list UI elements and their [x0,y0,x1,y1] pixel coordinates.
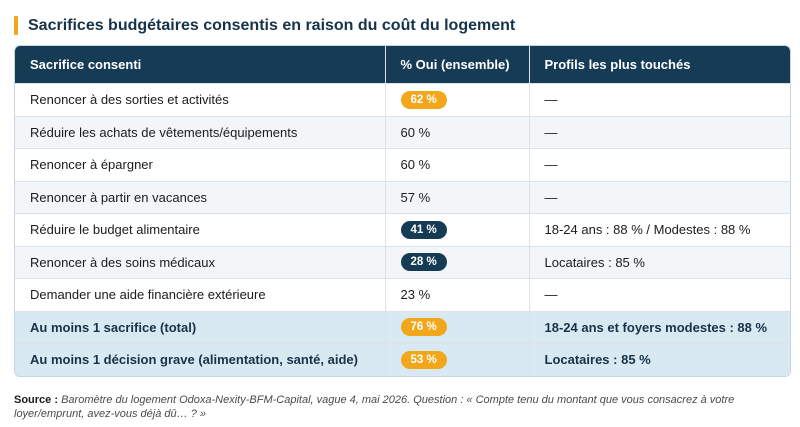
table-row: Renoncer à des soins médicaux 28 % Locatai… [15,245,790,279]
cell-percent: 57 % [384,180,529,214]
table-row: Renoncer à épargner 60 % — [15,148,790,181]
cell-profile: — [528,180,790,214]
column-header-percent: % Oui (ensemble) [384,46,529,84]
cell-profile: Locataires : 85 % [528,245,790,279]
title-accent-bar [14,16,18,35]
cell-percent: 76 % [384,310,529,344]
percent-badge: 53 % [400,350,447,369]
cell-percent: 41 % [384,213,529,246]
sacrifices-table-container: Sacrifice consenti % Oui (ensemble) Prof… [14,45,791,377]
percent-badge: 62 % [400,90,447,109]
title-block: Sacrifices budgétaires consentis en rais… [14,16,515,35]
page-title: Sacrifices budgétaires consentis en rais… [28,16,516,34]
cell-percent: 62 % [384,83,529,116]
cell-profile: — [528,278,790,311]
cell-sacrifice: Renoncer à épargner [15,148,385,181]
cell-sacrifice: Au moins 1 sacrifice (total) [15,310,385,344]
cell-sacrifice: Demander une aide financière extérieure [15,278,385,311]
source-label: Source : [14,394,59,406]
table-total-row: Au moins 1 sacrifice (total) 76 % 18-24 an… [15,310,790,344]
sacrifices-table: Sacrifice consenti % Oui (ensemble) Prof… [15,46,790,376]
cell-percent: 23 % [384,278,529,311]
cell-sacrifice: Réduire le budget alimentaire [15,213,385,246]
cell-percent: 60 % [384,148,529,181]
percent-badge: 28 % [400,253,447,272]
cell-profile: Locataires : 85 % [528,343,790,376]
cell-percent: 28 % [384,245,529,279]
cell-sacrifice: Renoncer à des sorties et activités [15,83,385,116]
table-total-row: Au moins 1 décision grave (alimentation,… [15,343,790,376]
cell-percent: 53 % [384,343,529,376]
cell-profile: — [528,83,790,116]
table-body: Renoncer à des sorties et activités 62 % —… [15,83,790,376]
table-row: Réduire les achats de vêtements/équipeme… [15,115,790,149]
source-text: Baromètre du logement Odoxa-Nexity-BFM-C… [14,394,735,420]
cell-percent: 60 % [384,115,529,149]
percent-badge: 76 % [400,318,447,337]
percent-badge: 41 % [400,220,447,239]
column-header-sacrifice: Sacrifice consenti [15,46,385,84]
column-header-profiles: Profils les plus touchés [528,46,790,84]
table-row: Demander une aide financière extérieure 2… [15,278,790,311]
cell-sacrifice: Réduire les achats de vêtements/équipeme… [15,115,385,149]
cell-profile: — [528,148,790,181]
table-row: Renoncer à des sorties et activités 62 % — [15,83,790,116]
cell-profile: 18-24 ans : 88 % / Modestes : 88 % [528,213,790,246]
table-row: Renoncer à partir en vacances 57 % — [15,180,790,214]
table-header-row: Sacrifice consenti % Oui (ensemble) Prof… [15,46,790,84]
table-row: Réduire le budget alimentaire 41 % 18-24 a… [15,213,790,246]
cell-sacrifice: Renoncer à partir en vacances [15,180,385,214]
cell-sacrifice: Au moins 1 décision grave (alimentation,… [15,343,385,376]
source-note: Source : Baromètre du logement Odoxa-Nex… [14,393,789,421]
cell-sacrifice: Renoncer à des soins médicaux [15,245,385,279]
cell-profile: — [528,115,790,149]
cell-profile: 18-24 ans et foyers modestes : 88 % [528,310,790,344]
